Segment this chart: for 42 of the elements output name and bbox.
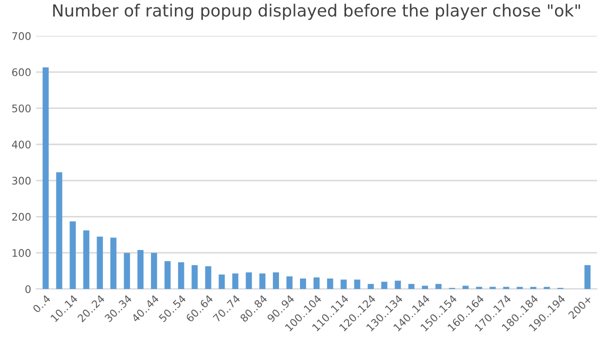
bar bbox=[381, 282, 388, 289]
y-tick-label: 300 bbox=[12, 176, 31, 185]
bar bbox=[56, 172, 62, 289]
bar bbox=[110, 238, 116, 289]
bar bbox=[314, 277, 320, 289]
bar bbox=[124, 252, 130, 289]
y-tick-label: 200 bbox=[12, 212, 31, 221]
bar bbox=[354, 280, 360, 289]
bar bbox=[408, 284, 414, 289]
y-tick-label: 100 bbox=[12, 249, 31, 257]
bar bbox=[584, 265, 591, 289]
bar bbox=[232, 273, 238, 289]
y-tick-label: 400 bbox=[12, 140, 31, 148]
bar bbox=[246, 272, 252, 289]
bar bbox=[164, 261, 171, 289]
bar bbox=[286, 276, 293, 289]
bar bbox=[137, 250, 144, 289]
bar bbox=[394, 280, 401, 289]
y-tick-label: 500 bbox=[12, 104, 31, 112]
y-tick-label: 600 bbox=[12, 68, 31, 76]
bar bbox=[435, 284, 442, 289]
bar bbox=[70, 221, 76, 289]
bar bbox=[205, 266, 212, 289]
bar bbox=[178, 262, 184, 289]
bar bbox=[272, 272, 279, 289]
bar bbox=[192, 265, 198, 289]
bar bbox=[42, 67, 49, 289]
bar bbox=[462, 286, 469, 289]
bar bbox=[340, 280, 347, 289]
bar bbox=[422, 286, 428, 289]
chart-title: Number of rating popup displayed before the player chose "ok" bbox=[53, 4, 580, 20]
bar bbox=[368, 284, 374, 289]
bar bbox=[96, 236, 103, 289]
bar bbox=[150, 252, 158, 289]
bar bbox=[83, 230, 90, 289]
bar bbox=[327, 278, 334, 289]
x-tick-label: 0..4 bbox=[32, 294, 51, 314]
y-tick-label: 700 bbox=[12, 32, 31, 40]
bar bbox=[218, 274, 225, 289]
bar bbox=[300, 278, 306, 289]
y-tick-label: 0 bbox=[25, 285, 31, 294]
bar bbox=[259, 273, 266, 289]
